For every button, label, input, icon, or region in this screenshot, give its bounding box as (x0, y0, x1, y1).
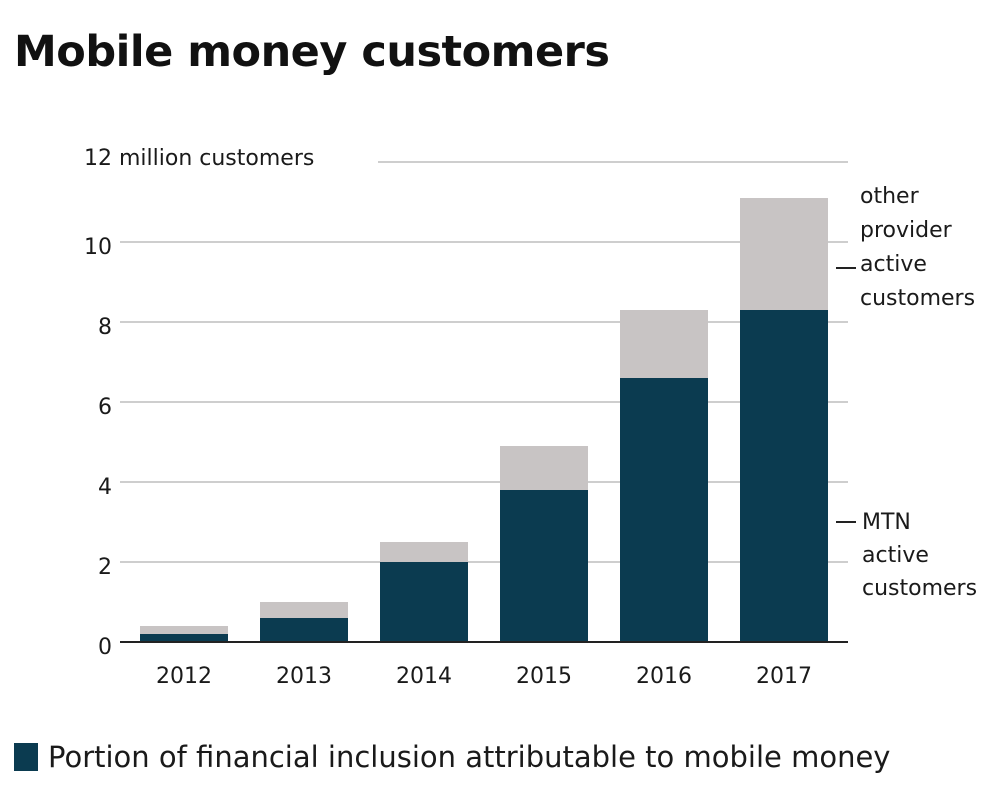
legend-swatch (14, 743, 38, 771)
y-tick-label: 0 (98, 635, 112, 660)
bar-mtn (380, 562, 468, 642)
series-label-other: provider (860, 218, 953, 243)
legend: Portion of financial inclusion attributa… (14, 740, 890, 774)
x-tick-label: 2017 (756, 664, 812, 689)
bar-mtn (620, 378, 708, 642)
bar-mtn (500, 490, 588, 642)
bar-mtn (140, 634, 228, 642)
bar-other (620, 310, 708, 378)
legend-label: Portion of financial inclusion attributa… (48, 740, 891, 774)
series-label-other: customers (860, 286, 975, 311)
series-label-mtn: active (862, 543, 929, 568)
y-tick-label: 6 (98, 395, 112, 420)
x-tick-label: 2013 (276, 664, 332, 689)
chart-title: Mobile money customers (14, 27, 610, 77)
x-tick-label: 2015 (516, 664, 572, 689)
y-tick-label: 10 (84, 235, 112, 260)
series-label-mtn: MTN (862, 510, 911, 535)
bar-mtn (740, 310, 828, 642)
x-tick-label: 2016 (636, 664, 692, 689)
y-tick-label: 8 (98, 315, 112, 340)
bar-other (740, 198, 828, 310)
bar-other (500, 446, 588, 490)
y-axis-top-label: 12 million customers (84, 146, 314, 171)
stacked-bar-chart: 0 2 4 6 8 10 12 million customers 2012 2013 2014 2… (84, 146, 977, 689)
series-label-other: active (860, 252, 927, 277)
y-tick-label: 4 (98, 475, 112, 500)
y-tick-label: 2 (98, 555, 112, 580)
x-tick-label: 2012 (156, 664, 212, 689)
bar-mtn (260, 618, 348, 642)
bar-other (140, 626, 228, 634)
series-label-other: other (860, 184, 920, 209)
x-tick-label: 2014 (396, 664, 452, 689)
series-label-mtn: customers (862, 576, 977, 601)
bar-other (260, 602, 348, 618)
bar-other (380, 542, 468, 562)
